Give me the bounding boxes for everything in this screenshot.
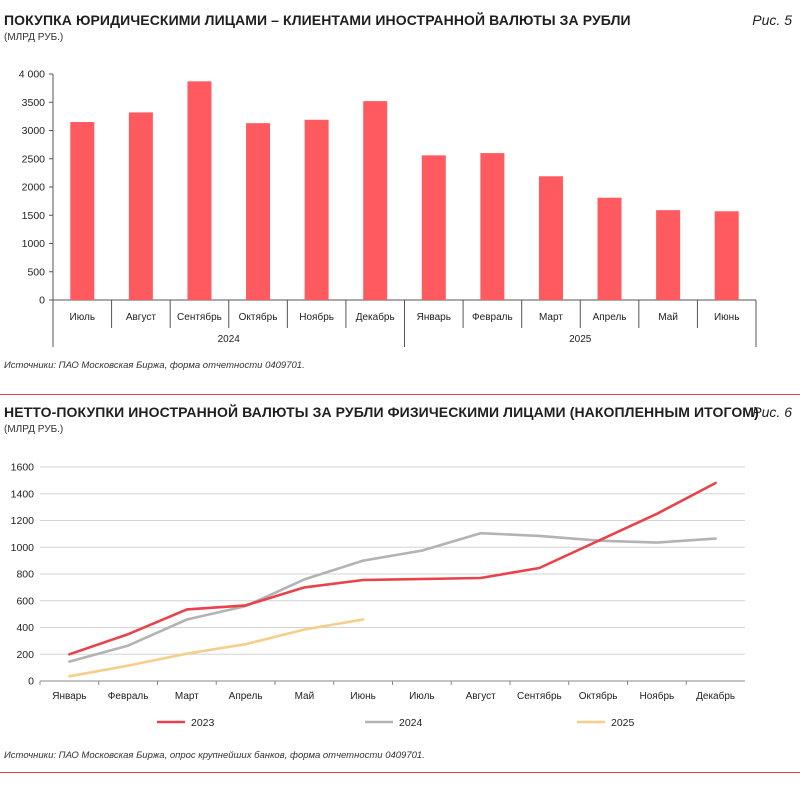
y-tick-label: 1600 — [11, 462, 35, 474]
legend-label-2023: 2023 — [191, 717, 215, 729]
x-tick-label: Август — [466, 691, 497, 702]
y-tick-label: 3500 — [22, 97, 46, 109]
bar-Ноябрь — [304, 119, 329, 300]
x-tick-label: Май — [295, 691, 315, 702]
y-tick-label: 2500 — [22, 153, 46, 165]
series-line-2023 — [68, 481, 717, 656]
x-tick-label: Июль — [409, 691, 435, 702]
x-tick-label: Сентябрь — [177, 311, 222, 323]
bar-chart: 0 500 1000 1500 2000 2500 3000 3500 4 000 Июль Авг… — [19, 69, 757, 347]
x-tick-label: Август — [126, 312, 157, 323]
x-tick-label: Сентябрь — [517, 690, 562, 702]
x-tick-label: Декабрь — [696, 690, 735, 702]
bottom-divider — [0, 772, 800, 773]
year-group-label: 2024 — [218, 334, 241, 345]
bar-Август — [128, 112, 153, 300]
bar-Январь — [421, 155, 446, 300]
bar-Апрель — [597, 197, 622, 300]
year-group-label: 2025 — [569, 334, 592, 345]
x-tick-label: Февраль — [472, 312, 513, 323]
bar-Сентябрь — [187, 81, 212, 300]
x-tick-label: Ноябрь — [299, 311, 334, 323]
y-tick-label: 0 — [39, 295, 45, 307]
bar-Июль — [70, 122, 95, 301]
bar-Октябрь — [246, 123, 271, 300]
bar-Февраль — [480, 153, 505, 300]
y-tick-label: 500 — [27, 266, 45, 278]
y-tick-label: 800 — [16, 569, 34, 581]
figure5-label: Рис. 5 — [752, 12, 792, 28]
line-chart: 0 200 400 600 800 1000 1200 1400 1600 Январь Февра… — [11, 462, 745, 729]
figure6-subtitle: (МЛРД РУБ.) — [4, 424, 64, 435]
x-tick-label: Март — [539, 312, 563, 323]
y-tick-label: 2000 — [22, 182, 46, 194]
x-tick-label: Апрель — [593, 312, 627, 323]
bar-Июнь — [714, 211, 739, 300]
y-tick-label: 1500 — [22, 210, 46, 222]
figure6-label: Рис. 6 — [752, 404, 792, 420]
bar-Декабрь — [363, 101, 388, 300]
y-tick-label: 600 — [16, 595, 34, 607]
y-tick-label: 4 000 — [19, 69, 45, 81]
x-tick-label: Июль — [70, 312, 96, 323]
bar-Март — [538, 176, 563, 300]
figure5-title: ПОКУПКА ЮРИДИЧЕСКИМИ ЛИЦАМИ – КЛИЕНТАМИ … — [4, 12, 631, 28]
y-tick-label: 400 — [16, 622, 34, 634]
y-tick-label: 200 — [16, 649, 34, 661]
x-tick-label: Май — [658, 312, 678, 323]
legend-label-2025: 2025 — [611, 717, 635, 729]
legend-label-2024: 2024 — [399, 717, 423, 729]
series-line-2025 — [68, 618, 365, 678]
figure5-subtitle: (МЛРД РУБ.) — [4, 32, 64, 43]
x-tick-label: Декабрь — [356, 311, 395, 323]
x-tick-label: Октябрь — [579, 690, 618, 702]
y-tick-label: 3000 — [22, 125, 46, 137]
y-tick-label: 1400 — [11, 488, 35, 500]
y-tick-label: 0 — [28, 676, 34, 688]
x-tick-label: Июнь — [714, 312, 739, 323]
x-tick-label: Апрель — [229, 691, 263, 702]
x-tick-label: Июнь — [350, 691, 375, 702]
x-tick-label: Январь — [52, 691, 86, 702]
figure5-source: Источники: ПАО Московская Биржа, форма о… — [4, 360, 305, 371]
x-tick-label: Март — [175, 691, 199, 702]
series-line-2024 — [68, 531, 717, 663]
y-tick-label: 1000 — [22, 238, 46, 250]
x-tick-label: Февраль — [108, 691, 149, 702]
figure6-source: Источники: ПАО Московская Биржа, опрос к… — [4, 750, 425, 761]
y-tick-label: 1000 — [11, 542, 35, 554]
x-tick-label: Октябрь — [239, 311, 278, 323]
figure6-title: НЕТТО-ПОКУПКИ ИНОСТРАННОЙ ВАЛЮТЫ ЗА РУБЛ… — [4, 404, 759, 420]
y-tick-label: 1200 — [11, 515, 35, 527]
x-tick-label: Январь — [417, 312, 451, 323]
x-tick-label: Ноябрь — [640, 690, 675, 702]
bar-Май — [656, 210, 681, 300]
section-divider — [0, 394, 800, 395]
